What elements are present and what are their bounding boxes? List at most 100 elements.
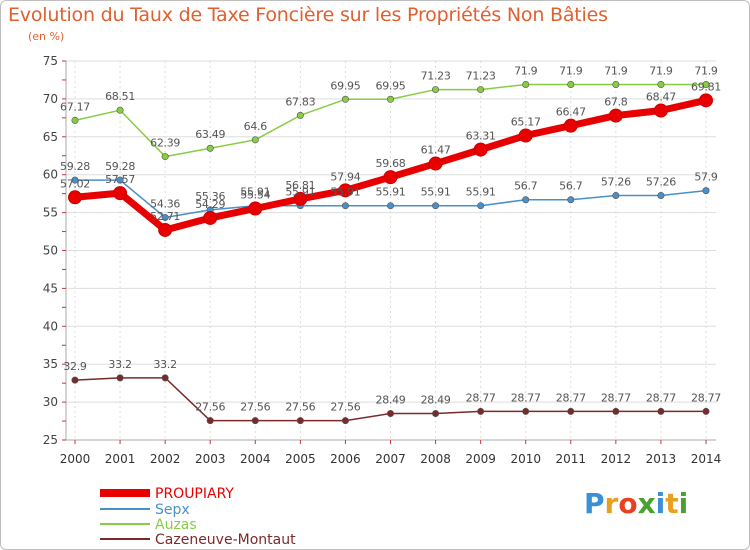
data-point	[522, 196, 530, 204]
x-tick-label: 2008	[420, 452, 451, 466]
data-point	[473, 142, 488, 157]
data-point	[386, 95, 394, 103]
data-label: 57.26	[601, 175, 631, 188]
legend-label: Auzas	[155, 517, 197, 533]
data-point	[699, 93, 713, 108]
data-label: 28.77	[646, 391, 676, 404]
logo-letter: P	[584, 487, 605, 520]
data-label: 33.2	[153, 358, 176, 371]
data-label: 56.7	[514, 180, 538, 193]
data-point	[158, 222, 173, 237]
data-point	[567, 196, 575, 204]
data-label: 54.36	[150, 197, 180, 210]
data-point	[71, 176, 79, 184]
data-label: 55.91	[466, 186, 496, 199]
y-tick-label: 30	[43, 395, 58, 409]
data-label: 57.9	[694, 171, 718, 184]
data-label: 69.95	[376, 79, 406, 92]
data-label: 62.39	[150, 137, 180, 150]
data-point	[206, 417, 214, 425]
data-point	[702, 80, 710, 88]
data-point	[522, 80, 530, 88]
y-tick-label: 60	[43, 168, 58, 182]
data-point	[296, 111, 304, 119]
y-tick-label: 35	[43, 357, 58, 371]
data-point	[338, 183, 353, 198]
chart-unit-label: (en %)	[28, 30, 65, 43]
data-label: 71.9	[694, 64, 718, 77]
chart-title: Evolution du Taux de Taxe Foncière sur l…	[8, 4, 608, 26]
data-point	[68, 190, 82, 205]
data-point	[563, 118, 578, 133]
data-label: 27.56	[285, 401, 315, 414]
data-label: 57.94	[330, 170, 360, 183]
data-point	[341, 417, 349, 425]
data-point	[522, 407, 530, 415]
y-tick-label: 75	[43, 54, 58, 68]
logo-letter: x	[637, 487, 656, 520]
data-label: 69.81	[691, 80, 721, 93]
proxiti-logo: Proxiti	[584, 487, 688, 520]
data-point	[477, 407, 485, 415]
logo-letter: t	[665, 487, 679, 520]
data-label: 56.81	[285, 179, 315, 192]
x-tick-label: 2002	[150, 452, 181, 466]
data-label: 55.91	[330, 186, 360, 199]
data-label: 57.57	[105, 173, 135, 186]
x-tick-label: 2014	[691, 452, 722, 466]
data-point	[657, 407, 665, 415]
data-point	[386, 410, 394, 418]
data-label: 33.2	[108, 358, 131, 371]
legend-label: PROUPIARY	[155, 486, 234, 502]
logo-letter: o	[618, 487, 638, 520]
data-point	[293, 191, 308, 206]
data-point	[612, 407, 620, 415]
data-point	[657, 191, 665, 199]
legend-label: Cazeneuve-Montaut	[155, 532, 296, 548]
data-label: 28.77	[511, 391, 541, 404]
data-label: 67.8	[604, 96, 628, 109]
data-label: 55.36	[195, 190, 225, 203]
data-point	[116, 176, 124, 184]
data-point	[653, 103, 668, 118]
data-point	[432, 410, 440, 418]
y-tick-label: 70	[43, 92, 58, 106]
data-point	[341, 202, 349, 210]
data-label: 55.91	[421, 186, 451, 199]
x-tick-label: 2012	[601, 452, 632, 466]
x-tick-label: 2001	[105, 452, 136, 466]
x-tick-label: 2005	[285, 452, 316, 466]
data-label: 27.56	[330, 401, 360, 414]
data-label: 71.9	[649, 64, 673, 77]
data-point	[383, 170, 398, 185]
data-point	[612, 80, 620, 88]
data-point	[161, 213, 169, 221]
data-point	[116, 106, 124, 114]
logo-letter: i	[678, 487, 689, 520]
data-point	[567, 407, 575, 415]
x-tick-label: 2009	[465, 452, 496, 466]
data-label: 65.17	[511, 116, 541, 129]
data-point	[386, 202, 394, 210]
data-point	[477, 202, 485, 210]
data-label: 69.95	[330, 79, 360, 92]
y-tick-label: 55	[43, 206, 58, 220]
data-label: 71.9	[604, 64, 628, 77]
data-point	[203, 210, 218, 225]
data-label: 59.68	[376, 157, 406, 170]
data-label: 71.9	[559, 64, 583, 77]
data-label: 54.29	[195, 198, 225, 211]
data-label: 28.77	[691, 391, 721, 404]
y-tick-label: 40	[43, 319, 58, 333]
x-tick-label: 2013	[646, 452, 677, 466]
data-point	[608, 108, 623, 123]
x-tick-label: 2007	[375, 452, 406, 466]
x-tick-label: 2006	[330, 452, 361, 466]
data-label: 27.56	[240, 401, 270, 414]
data-point	[206, 144, 214, 152]
data-label: 56.7	[559, 180, 583, 193]
legend-label: Sepx	[155, 502, 190, 518]
x-tick-label: 2000	[60, 452, 91, 466]
data-label: 28.77	[556, 391, 586, 404]
